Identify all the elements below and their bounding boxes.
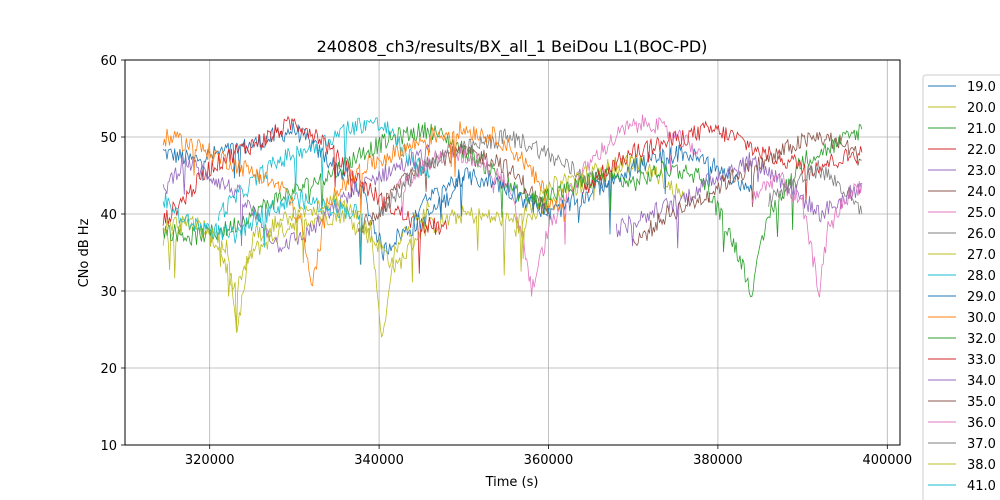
y-tick-label: 10 xyxy=(100,439,117,454)
legend-label-37.0: 37.0 xyxy=(967,437,996,452)
series-line-37.0 xyxy=(768,160,863,215)
legend-label-41.0: 41.0 xyxy=(967,479,996,494)
legend-label-24.0: 24.0 xyxy=(967,185,996,200)
legend-label-26.0: 26.0 xyxy=(967,227,996,242)
legend-label-30.0: 30.0 xyxy=(967,311,996,326)
legend-label-35.0: 35.0 xyxy=(967,395,996,410)
x-axis-title: Time (s) xyxy=(485,475,539,490)
y-tick-label: 60 xyxy=(100,54,117,69)
legend-label-38.0: 38.0 xyxy=(967,458,996,473)
legend-label-29.0: 29.0 xyxy=(967,290,996,305)
legend-label-34.0: 34.0 xyxy=(967,374,996,389)
x-tick-label: 400000 xyxy=(862,453,912,468)
series-line-33.0 xyxy=(582,120,863,202)
legend-label-33.0: 33.0 xyxy=(967,353,996,368)
legend-label-19.0: 19.0 xyxy=(967,80,996,95)
legend: 19.0 20.0 21.0 22.0 23.0 24.0 25.0 26.0 27.0 28.0… xyxy=(922,74,1000,500)
legend-label-20.0: 20.0 xyxy=(967,101,996,116)
legend-label-23.0: 23.0 xyxy=(967,164,996,179)
series-line-35.0 xyxy=(632,132,862,247)
plot-frame xyxy=(124,59,901,446)
y-axis-title: CNo dB Hz xyxy=(77,218,92,287)
series-line-30.0 xyxy=(162,121,566,287)
y-tick-label: 20 xyxy=(100,362,117,377)
legend-frame xyxy=(922,74,1000,500)
x-tick-label: 360000 xyxy=(524,453,574,468)
series-line-34.0 xyxy=(615,152,863,249)
series-line-41.0 xyxy=(162,190,363,265)
series-line-20.0 xyxy=(162,155,643,333)
chart-title: 240808_ch3/results/BX_all_1 BeiDou L1(BO… xyxy=(317,37,708,57)
x-tick-label: 320000 xyxy=(185,453,235,468)
series-line-29.0 xyxy=(412,144,753,235)
legend-label-27.0: 27.0 xyxy=(967,248,996,263)
x-tick-label: 340000 xyxy=(354,453,404,468)
legend-label-22.0: 22.0 xyxy=(967,143,996,158)
axis-ticks: 320000 340000 360000 380000 400000 10 20 30 40 50… xyxy=(100,54,912,468)
legend-label-32.0: 32.0 xyxy=(967,332,996,347)
y-tick-label: 50 xyxy=(100,131,117,146)
legend-label-25.0: 25.0 xyxy=(967,206,996,221)
legend-label-28.0: 28.0 xyxy=(967,269,996,284)
series-line-28.0 xyxy=(217,117,431,222)
y-tick-label: 40 xyxy=(100,208,117,223)
series-line-38.0 xyxy=(162,192,431,338)
series-line-21.0 xyxy=(162,122,549,247)
series-line-36.0 xyxy=(751,171,863,298)
x-tick-label: 380000 xyxy=(693,453,743,468)
legend-label-21.0: 21.0 xyxy=(967,122,996,137)
legend-label-36.0: 36.0 xyxy=(967,416,996,431)
y-tick-label: 30 xyxy=(100,285,117,300)
series-line-22.0 xyxy=(162,115,448,274)
series-lines xyxy=(162,114,863,338)
series-line-26.0 xyxy=(378,128,609,216)
